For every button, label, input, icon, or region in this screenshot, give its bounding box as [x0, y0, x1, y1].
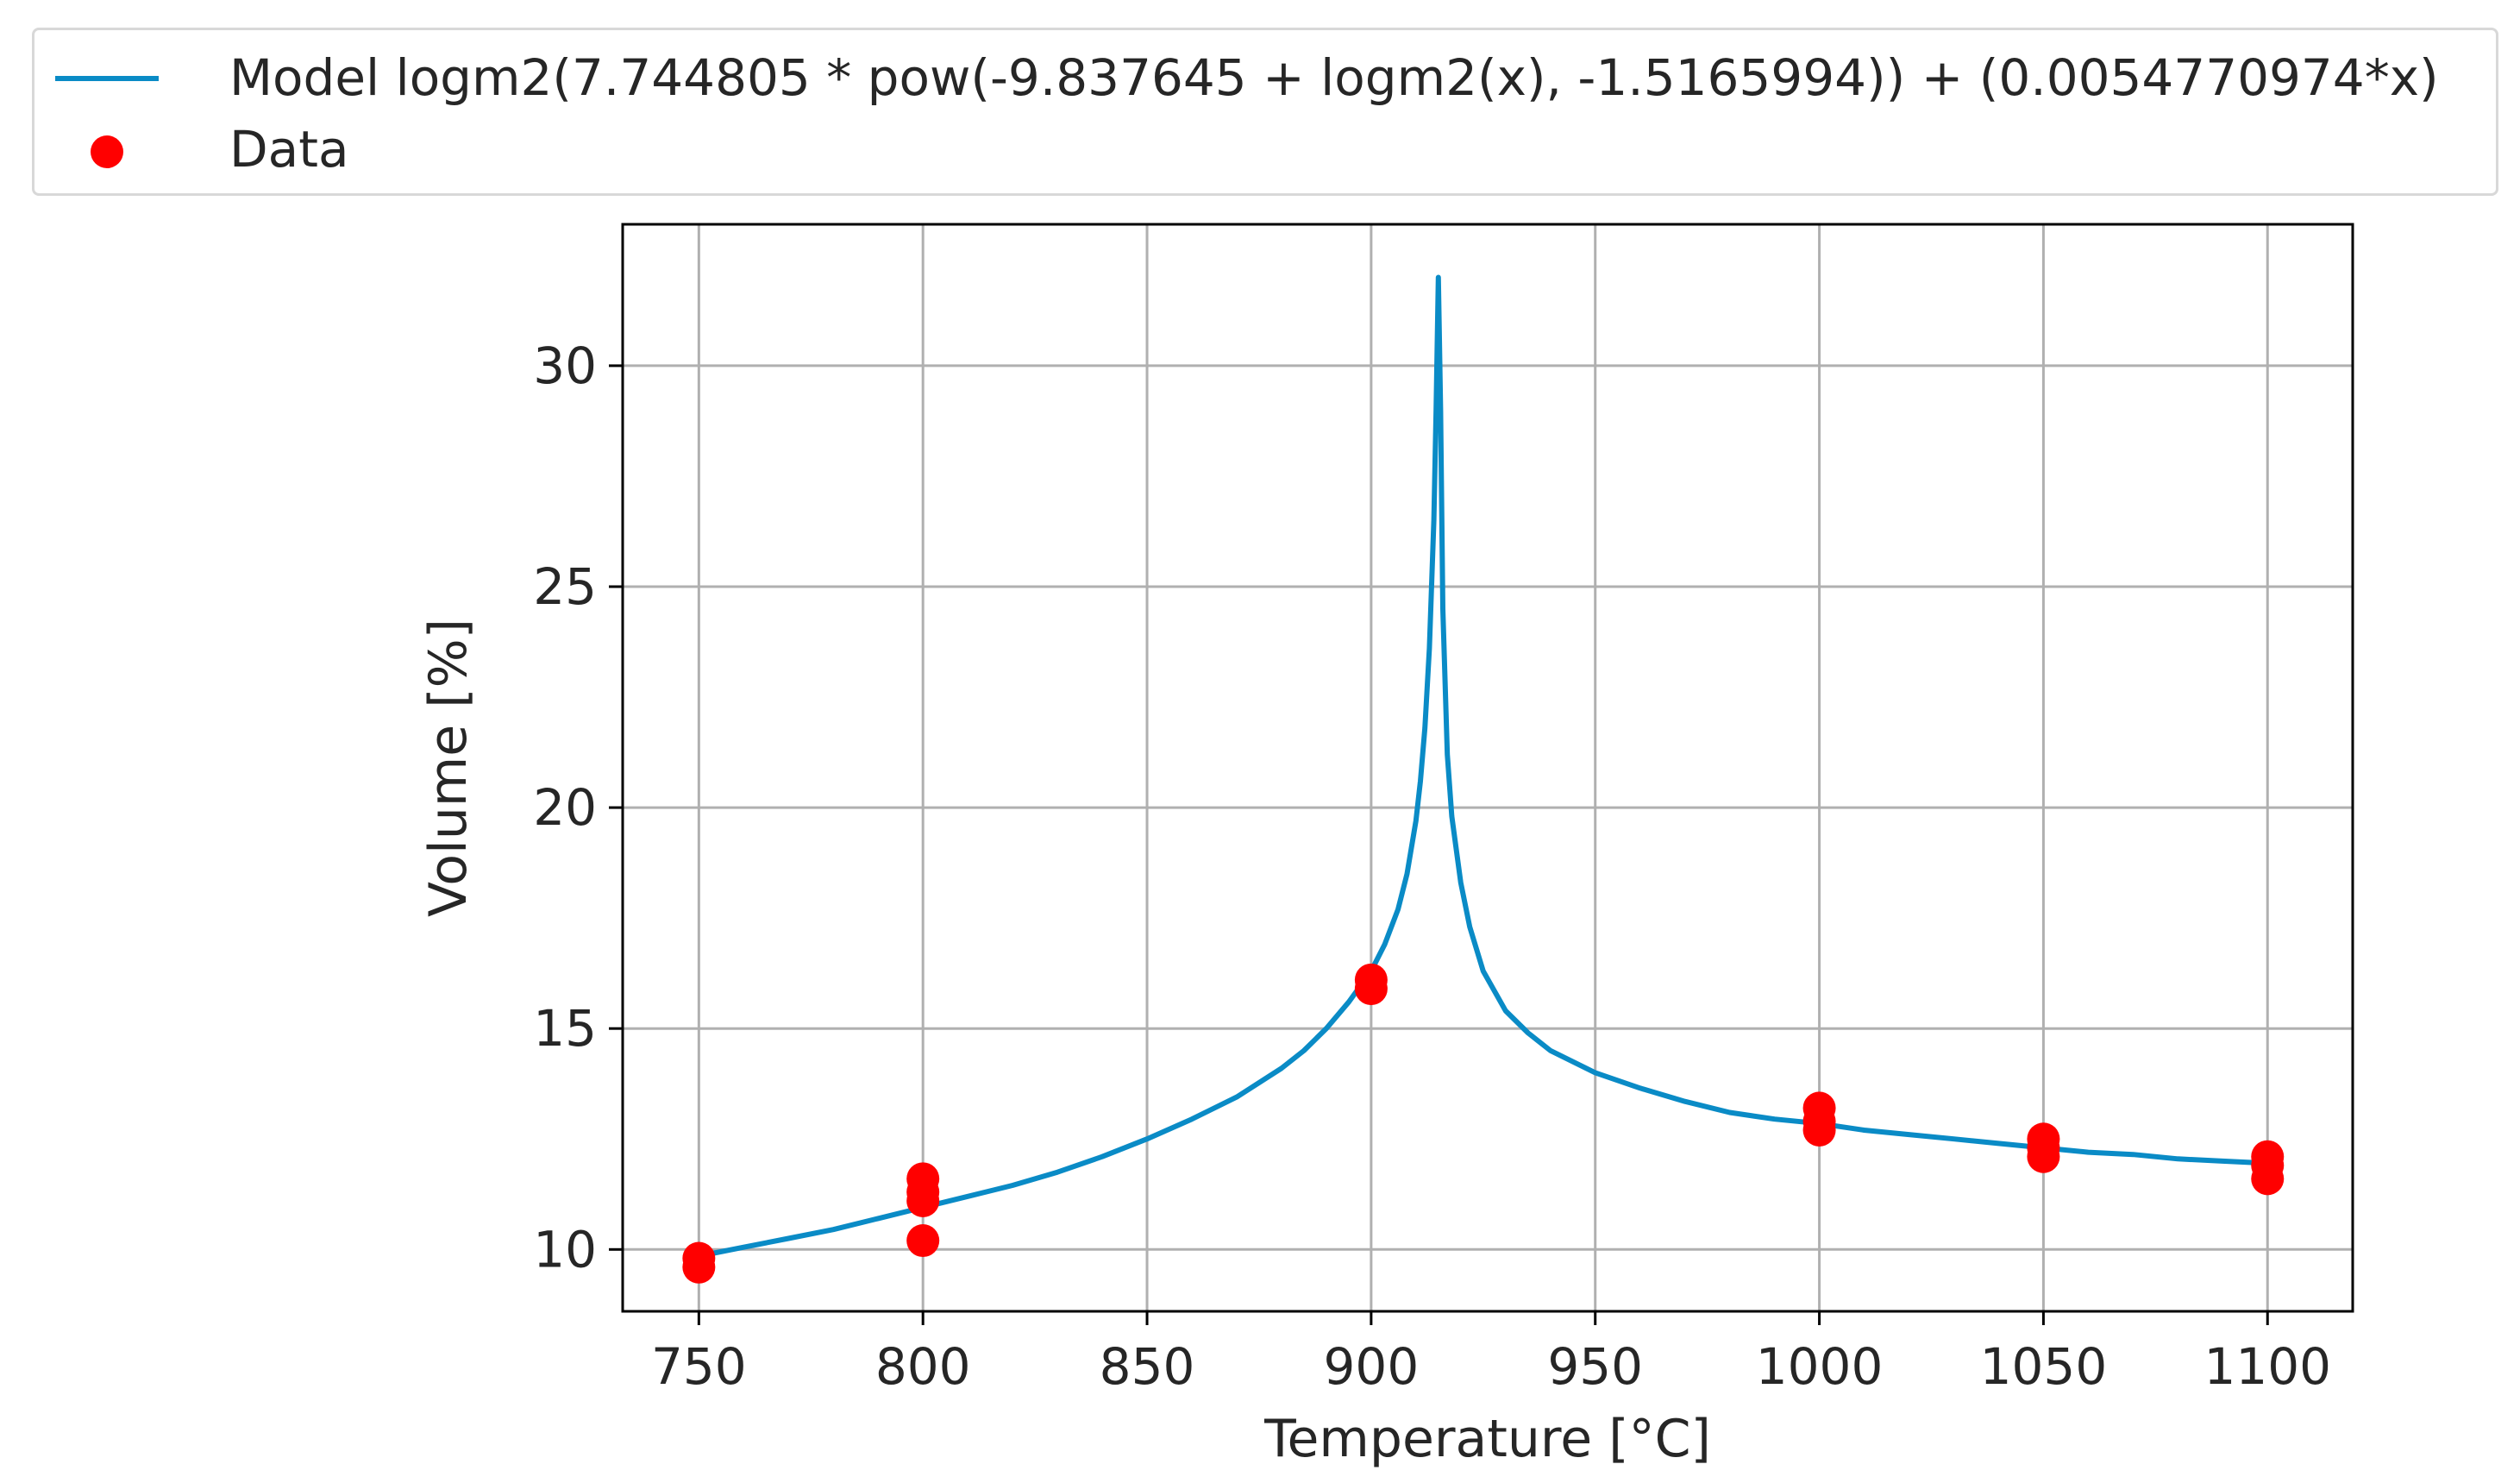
model-line-icon: [55, 76, 159, 81]
y-tick-label: 25: [533, 557, 597, 616]
legend-dot-swatch: [43, 119, 172, 179]
plot-frame: [621, 223, 2354, 1313]
y-tick-label: 20: [533, 778, 597, 837]
data-point: [906, 1162, 940, 1196]
y-tick-label: 15: [533, 999, 597, 1058]
data-point: [906, 1224, 940, 1258]
data-point: [2027, 1122, 2060, 1156]
y-axis-label: Volume [%]: [418, 619, 479, 917]
data-point: [1802, 1091, 1836, 1125]
data-point: [2251, 1140, 2285, 1173]
legend-entry-model: Model logm2(7.744805 * pow(-9.837645 + l…: [34, 47, 2439, 108]
x-tick-label: 900: [1324, 1337, 1420, 1396]
legend-entry-data: Data: [34, 119, 349, 179]
data-point: [682, 1241, 716, 1275]
y-tick-label: 10: [533, 1220, 597, 1279]
legend-data-label: Data: [229, 120, 349, 179]
x-tick-label: 1100: [2203, 1337, 2331, 1396]
x-tick-label: 800: [875, 1337, 971, 1396]
data-dot-icon: [91, 135, 123, 168]
x-tick-label: 750: [651, 1337, 747, 1396]
x-axis: 750 800 850 900 950 1000 1050 1100: [651, 1311, 2331, 1396]
legend-model-label: Model logm2(7.744805 * pow(-9.837645 + l…: [229, 48, 2439, 107]
legend-line-swatch: [43, 47, 172, 108]
x-tick-label: 950: [1547, 1337, 1643, 1396]
x-axis-label: Temperature [°C]: [1263, 1409, 1711, 1469]
grid: [623, 224, 2353, 1311]
x-tick-label: 1050: [1980, 1337, 2108, 1396]
x-tick-label: 1000: [1756, 1337, 1884, 1396]
data-point: [1354, 963, 1388, 996]
data-series: [682, 963, 2285, 1284]
model-curve: [698, 274, 2268, 1259]
y-tick-label: 30: [533, 336, 597, 395]
x-tick-label: 850: [1100, 1337, 1195, 1396]
y-axis: 10 15 20 25 30: [533, 336, 623, 1279]
model-series: [698, 274, 2268, 1259]
legend: Model logm2(7.744805 * pow(-9.837645 + l…: [32, 28, 2498, 196]
